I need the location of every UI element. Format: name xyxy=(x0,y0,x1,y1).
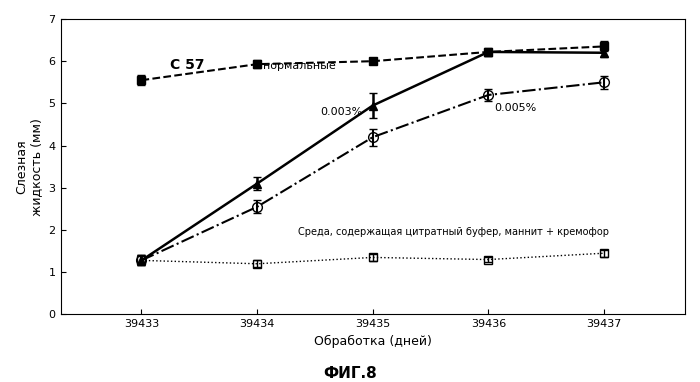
X-axis label: Обработка (дней): Обработка (дней) xyxy=(314,335,432,348)
Text: C 57: C 57 xyxy=(170,58,205,72)
Text: нормальные: нормальные xyxy=(263,61,336,71)
Y-axis label: Слезная
жидкость (мм): Слезная жидкость (мм) xyxy=(15,118,43,216)
Text: 0.005%: 0.005% xyxy=(494,103,536,113)
Text: Среда, содержащая цитратный буфер, маннит + кремофор: Среда, содержащая цитратный буфер, манни… xyxy=(298,227,608,237)
Text: 0.003%: 0.003% xyxy=(321,107,363,117)
Text: ФИГ.8: ФИГ.8 xyxy=(323,366,377,381)
